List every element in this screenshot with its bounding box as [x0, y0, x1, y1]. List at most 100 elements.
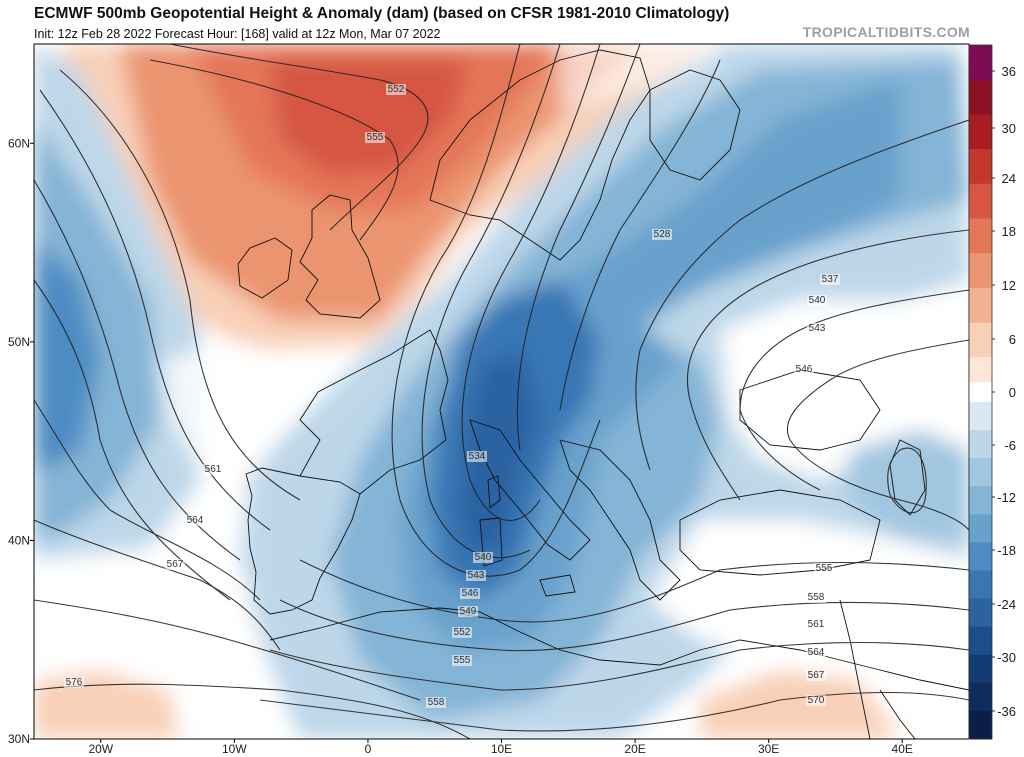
colorbar-label: -6 [1004, 438, 1016, 453]
colorbar-swatch [969, 514, 992, 543]
map-area [34, 44, 969, 739]
colorbar-label: -24 [997, 597, 1016, 612]
chart-header: ECMWF 500mb Geopotential Height & Anomal… [0, 0, 1024, 44]
latitude-label: 40N [8, 533, 30, 547]
colorbar-label: 0 [1009, 385, 1016, 400]
colorbar-swatch [969, 682, 992, 712]
contour-label: 549 [458, 606, 478, 617]
colorbar-swatch [969, 287, 992, 324]
colorbar-label: 6 [1009, 332, 1016, 347]
svg-text:546: 546 [462, 588, 479, 599]
contour-label: 552 [452, 627, 472, 638]
colorbar-label: -12 [997, 490, 1016, 505]
contour-label: 567 [806, 670, 826, 681]
contour-label: 561 [203, 464, 223, 475]
latitude-labels: 60N 50N 40N 30N [8, 136, 34, 746]
coastlines [237, 49, 969, 739]
site-watermark[interactable]: TROPICALTIDBITS.COM [802, 24, 970, 40]
contour-label: 567 [165, 559, 185, 570]
colorbar-swatch [969, 79, 992, 115]
longitude-label: 0 [365, 742, 372, 756]
longitude-labels: 20W 10W 0 10E 20E 30E 40E [88, 739, 913, 756]
colorbar-label: 24 [1002, 171, 1016, 186]
svg-text:570: 570 [808, 695, 825, 706]
contour-label: 564 [806, 647, 826, 658]
svg-text:558: 558 [808, 592, 825, 603]
svg-text:555: 555 [816, 563, 833, 574]
svg-text:555: 555 [454, 655, 471, 666]
colorbar-label: 30 [1002, 121, 1016, 136]
longitude-label: 20W [88, 742, 113, 756]
contour-label: 543 [466, 570, 486, 581]
colorbar-swatch [969, 430, 992, 459]
latitude-label: 60N [8, 136, 30, 150]
colorbar-swatch [969, 626, 992, 656]
svg-text:558: 558 [428, 697, 445, 708]
colorbar-swatch [969, 183, 992, 219]
contour-label: 537 [820, 274, 840, 285]
colorbar-swatch [969, 710, 992, 740]
svg-text:534: 534 [469, 451, 486, 462]
svg-text:543: 543 [468, 570, 485, 581]
anomaly-shading [34, 44, 969, 739]
contour-label: 528 [652, 229, 672, 240]
contour-label: 564 [185, 515, 205, 526]
svg-text:543: 543 [809, 323, 826, 334]
colorbar-swatch [969, 458, 992, 487]
colorbar-swatch [969, 654, 992, 684]
colorbar-swatch [969, 45, 992, 81]
svg-text:540: 540 [475, 552, 492, 563]
latitude-label: 50N [8, 335, 30, 349]
longitude-label: 20E [624, 742, 645, 756]
svg-text:540: 540 [809, 295, 826, 306]
svg-text:555: 555 [367, 132, 384, 143]
colorbar-swatch [969, 218, 992, 254]
chart-title: ECMWF 500mb Geopotential Height & Anomal… [34, 5, 730, 22]
contour-label: 555 [365, 132, 385, 143]
chart-subtitle: Init: 12z Feb 28 2022 Forecast Hour: [16… [34, 27, 441, 41]
height-contours [34, 44, 969, 739]
colorbar-label: -36 [997, 704, 1016, 719]
contour-label: 546 [794, 364, 814, 375]
colorbar-label: -18 [997, 543, 1016, 558]
svg-text:567: 567 [808, 670, 825, 681]
colorbar-swatch [969, 382, 992, 402]
colorbar-swatch [969, 402, 992, 431]
contour-label: 552 [386, 84, 406, 95]
contour-label: 543 [807, 323, 827, 334]
contour-label: 558 [806, 592, 826, 603]
longitude-label: 40E [892, 742, 913, 756]
svg-text:561: 561 [808, 619, 825, 630]
contour-labels: 552 555 528 537 540 543 546 534 561 564 567 540 543 5… [64, 84, 840, 708]
svg-text:552: 552 [454, 627, 471, 638]
colorbar-swatch [969, 542, 992, 571]
colorbar-swatch [969, 570, 992, 600]
svg-text:537: 537 [822, 274, 839, 285]
contour-label: 534 [467, 451, 487, 462]
contour-label: 555 [814, 563, 834, 574]
latitude-label: 30N [8, 732, 30, 746]
svg-text:567: 567 [167, 559, 184, 570]
svg-text:564: 564 [808, 647, 825, 658]
colorbar-swatch [969, 149, 992, 185]
contour-label: 546 [460, 588, 480, 599]
contour-label: 576 [64, 677, 84, 688]
contour-label: 540 [473, 552, 493, 563]
colorbar-swatch [969, 598, 992, 628]
longitude-label: 10E [491, 742, 512, 756]
colorbar-label: 36 [1002, 64, 1016, 79]
svg-text:546: 546 [796, 364, 813, 375]
colorbar-label: 12 [1002, 278, 1016, 293]
colorbar-label: -30 [997, 650, 1016, 665]
colorbar-swatch [969, 253, 992, 289]
svg-text:528: 528 [654, 229, 671, 240]
svg-text:552: 552 [388, 84, 405, 95]
svg-text:561: 561 [205, 464, 222, 475]
colorbar-swatch [969, 486, 992, 515]
contour-label: 561 [806, 619, 826, 630]
svg-text:576: 576 [66, 677, 83, 688]
svg-text:549: 549 [460, 606, 477, 617]
contour-label: 555 [452, 655, 472, 666]
contour-label: 570 [806, 695, 826, 706]
